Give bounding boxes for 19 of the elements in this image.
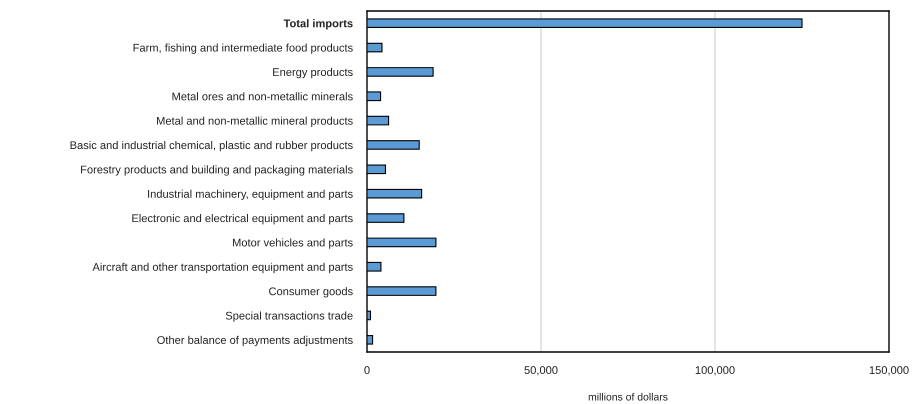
- y-tick-label: Metal and non-metallic mineral products: [157, 116, 353, 127]
- y-tick-label: Total imports: [284, 19, 353, 30]
- y-tick-label: Basic and industrial chemical, plastic and rubber products: [70, 140, 353, 152]
- y-tick-label: Special transactions trade: [226, 311, 353, 322]
- x-tick-label: 150,000: [870, 366, 909, 376]
- y-tick-label: Other balance of payments adjustments: [157, 336, 353, 346]
- x-tick-label: 0: [364, 366, 370, 374]
- y-tick-label: Energy products: [273, 68, 353, 78]
- y-tick-label: Industrial machinery, equipment and parts: [148, 190, 353, 200]
- y-tick-label: Motor vehicles and parts: [232, 238, 353, 249]
- x-tick-label: 50,000: [524, 366, 558, 376]
- y-tick-label: Aircraft and other transportation equipment and parts: [92, 262, 353, 274]
- y-tick-label: Farm, fishing and intermediate food products: [134, 44, 353, 54]
- y-tick-label: Electronic and electrical equipment and parts: [132, 214, 353, 224]
- x-tick-label: 100,000: [696, 366, 735, 376]
- y-tick-label: Forestry products and building and packaging materials: [81, 165, 353, 176]
- y-tick-label: Consumer goods: [269, 287, 353, 298]
- y-tick-label: Metal ores and non-metallic minerals: [172, 92, 353, 100]
- x-axis-title: millions of dollars: [588, 392, 668, 401]
